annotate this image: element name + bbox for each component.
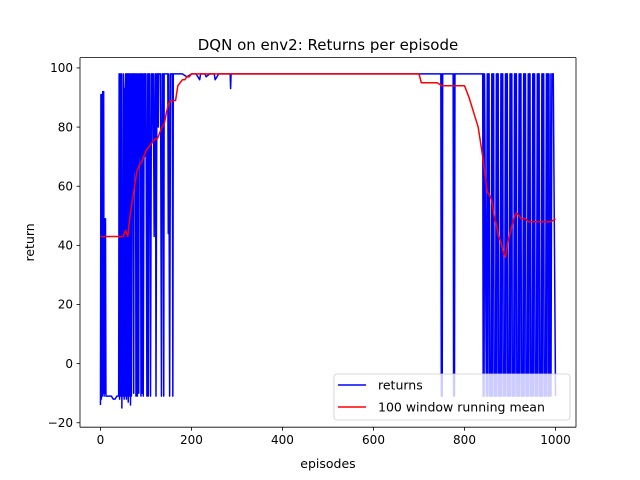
- y-tick-label: 0: [65, 357, 73, 371]
- y-tick-label: 80: [58, 120, 73, 134]
- y-axis-label: return: [22, 223, 37, 261]
- legend: returns 100 window running mean: [333, 373, 571, 421]
- x-tick-label: 1000: [540, 433, 571, 447]
- chart-title: DQN on env2: Returns per episode: [198, 36, 458, 54]
- x-tick-label: 0: [97, 433, 105, 447]
- legend-box: [333, 373, 571, 421]
- y-tick-label: −20: [48, 416, 73, 430]
- x-tick-label: 600: [362, 433, 385, 447]
- x-tick-label: 400: [271, 433, 294, 447]
- y-tick-label: 100: [50, 61, 73, 75]
- x-tick-label: 200: [180, 433, 203, 447]
- x-ticks: 0 200 400 600 800 1000: [97, 427, 571, 447]
- y-tick-label: 40: [58, 239, 73, 253]
- series-lines: [99, 73, 557, 409]
- x-axis-label: episodes: [300, 456, 355, 471]
- series-line-running-mean: [100, 73, 556, 258]
- x-tick-label: 800: [453, 433, 476, 447]
- y-tick-label: 20: [58, 298, 73, 312]
- legend-label-running-mean: 100 window running mean: [378, 400, 545, 415]
- y-ticks: −20 0 20 40 60 80 100: [48, 61, 80, 430]
- legend-label-returns: returns: [378, 378, 423, 393]
- y-tick-label: 60: [58, 179, 73, 193]
